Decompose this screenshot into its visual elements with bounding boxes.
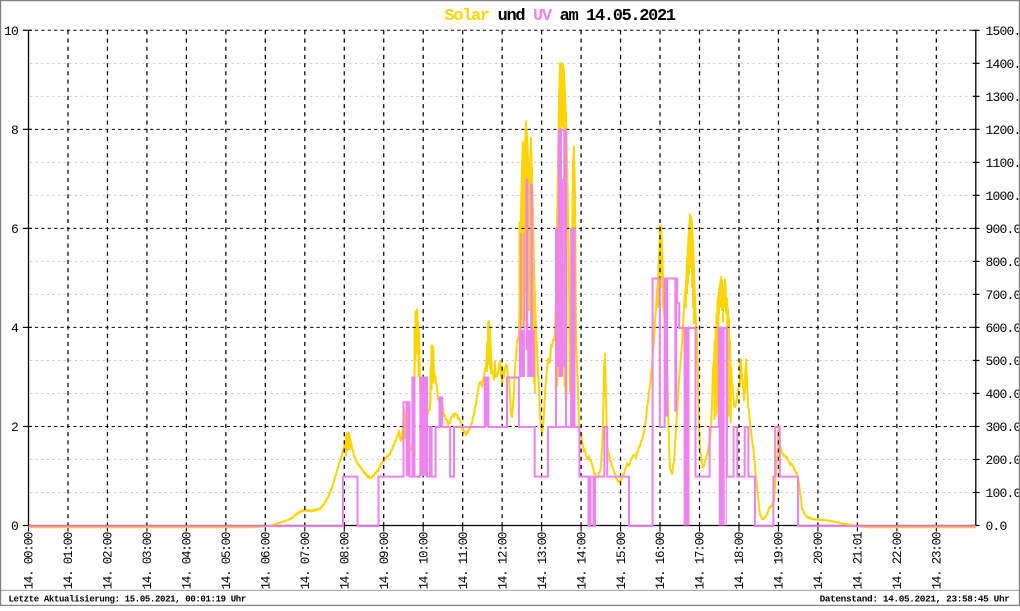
svg-text:14. 05:00: 14. 05:00 — [220, 532, 234, 589]
svg-text:14. 16:00: 14. 16:00 — [654, 532, 668, 589]
svg-text:0: 0 — [11, 519, 18, 534]
svg-text:14. 15:00: 14. 15:00 — [615, 532, 629, 589]
svg-text:1100.0: 1100.0 — [986, 156, 1020, 171]
svg-text:14. 10:00: 14. 10:00 — [417, 532, 431, 589]
svg-text:14. 18:00: 14. 18:00 — [733, 532, 747, 589]
svg-text:1000.0: 1000.0 — [986, 189, 1020, 204]
svg-text:14. 07:00: 14. 07:00 — [299, 532, 313, 589]
svg-text:2: 2 — [11, 420, 18, 435]
svg-text:200.0: 200.0 — [986, 453, 1020, 468]
svg-text:14. 11:00: 14. 11:00 — [457, 532, 471, 589]
svg-text:1400.0: 1400.0 — [986, 57, 1020, 72]
svg-text:800.0: 800.0 — [986, 255, 1020, 270]
svg-text:1500.0: 1500.0 — [986, 24, 1020, 39]
svg-text:700.0: 700.0 — [986, 288, 1020, 303]
svg-text:14. 13:00: 14. 13:00 — [536, 532, 550, 589]
svg-text:14. 14:00: 14. 14:00 — [575, 532, 589, 589]
svg-text:14. 00:00: 14. 00:00 — [23, 532, 37, 589]
svg-text:0.0: 0.0 — [986, 519, 1007, 534]
svg-text:500.0: 500.0 — [986, 354, 1020, 369]
svg-text:Letzte Aktualisierung: 15.05.2: Letzte Aktualisierung: 15.05.2021, 00:01… — [9, 595, 246, 605]
svg-text:1200.0: 1200.0 — [986, 123, 1020, 138]
svg-text:300.0: 300.0 — [986, 420, 1020, 435]
svg-text:10: 10 — [4, 24, 18, 39]
svg-text:1300.0: 1300.0 — [986, 90, 1020, 105]
svg-text:14. 03:00: 14. 03:00 — [141, 532, 155, 589]
svg-text:14. 06:00: 14. 06:00 — [260, 532, 274, 589]
svg-text:14. 04:00: 14. 04:00 — [181, 532, 195, 589]
svg-text:Datenstand: 14.05.2021, 23:58:: Datenstand: 14.05.2021, 23:58:45 Uhr — [820, 594, 1010, 605]
svg-text:14. 17:00: 14. 17:00 — [694, 532, 708, 589]
svg-text:14. 21:01: 14. 21:01 — [852, 532, 866, 589]
svg-text:900.0: 900.0 — [986, 222, 1020, 237]
svg-text:14. 08:00: 14. 08:00 — [338, 532, 352, 589]
svg-text:6: 6 — [11, 222, 18, 237]
svg-text:14. 09:00: 14. 09:00 — [378, 532, 392, 589]
svg-text:14. 12:00: 14. 12:00 — [496, 532, 510, 589]
svg-text:14. 19:00: 14. 19:00 — [773, 532, 787, 589]
svg-text:14. 22:00: 14. 22:00 — [891, 532, 905, 589]
svg-text:Solar und UV am 14.05.2021: Solar und UV am 14.05.2021 — [445, 7, 676, 26]
svg-text:8: 8 — [11, 123, 18, 138]
svg-text:14. 01:00: 14. 01:00 — [62, 532, 76, 589]
svg-text:14. 23:00: 14. 23:00 — [931, 532, 945, 589]
svg-text:100.0: 100.0 — [986, 486, 1020, 501]
svg-text:14. 20:00: 14. 20:00 — [812, 532, 826, 589]
svg-text:14. 02:00: 14. 02:00 — [102, 532, 116, 589]
svg-text:600.0: 600.0 — [986, 321, 1020, 336]
svg-text:4: 4 — [11, 321, 19, 336]
svg-text:400.0: 400.0 — [986, 387, 1020, 402]
